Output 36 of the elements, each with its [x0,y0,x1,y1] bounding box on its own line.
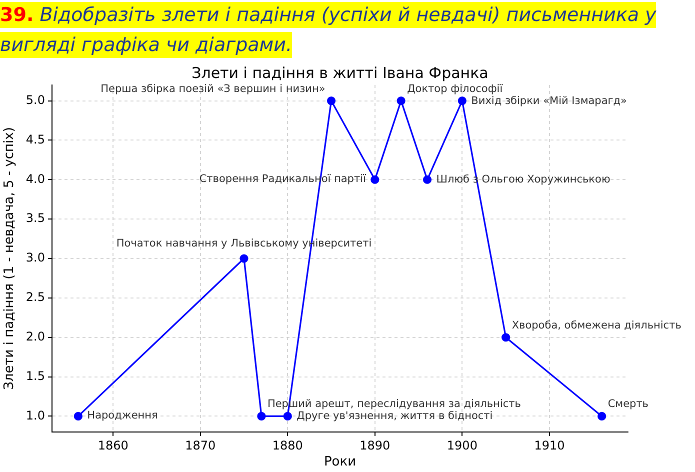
point [422,175,432,184]
y-axis-title: Злети і падіння (1 - невдача, 5 - успіх) [2,127,18,390]
annotation: Хвороба, обмежена діяльність [512,319,682,332]
y-tick-label: 5.0 [26,92,45,107]
point [598,412,606,421]
y-tick-label: 2.0 [26,329,45,344]
annotation: Доктор філософії [407,82,503,95]
x-tick-label: 1860 [98,438,128,452]
y-tick-label: 1.5 [26,368,45,383]
annotation: Перша збірка поезій «З вершин і низин» [100,82,326,95]
point [326,96,336,106]
annotation: Вихід збірки «Мій Ізмарагд» [471,94,627,107]
x-tick-label: 1870 [185,438,216,452]
point [458,96,466,106]
x-tick-label: 1880 [272,438,303,452]
annotation: Народження [87,410,158,422]
x-tick-label: 1910 [534,438,565,452]
x-tick-label: 1900 [446,438,478,452]
point [502,333,510,342]
y-tick-label: 1.0 [26,408,45,422]
x-tick-label: 1890 [360,438,390,452]
point [370,175,380,184]
y-tick-label: 3.5 [26,211,45,226]
y-tick-label: 4.0 [26,172,45,186]
chart-title: Злети і падіння в житті Івана Франка [190,64,490,82]
point [283,412,292,421]
point [240,254,248,263]
point [396,96,406,106]
y-tick-label: 3.0 [26,250,45,265]
annotation: Смерть [608,398,649,410]
y-tick-label: 4.5 [26,132,45,146]
y-tick-label: 2.5 [26,290,45,304]
annotation: Друге ув'язнення, життя в бідності [296,410,493,422]
point [74,412,82,421]
point [257,412,266,421]
x-axis-title: Роки [324,454,356,470]
